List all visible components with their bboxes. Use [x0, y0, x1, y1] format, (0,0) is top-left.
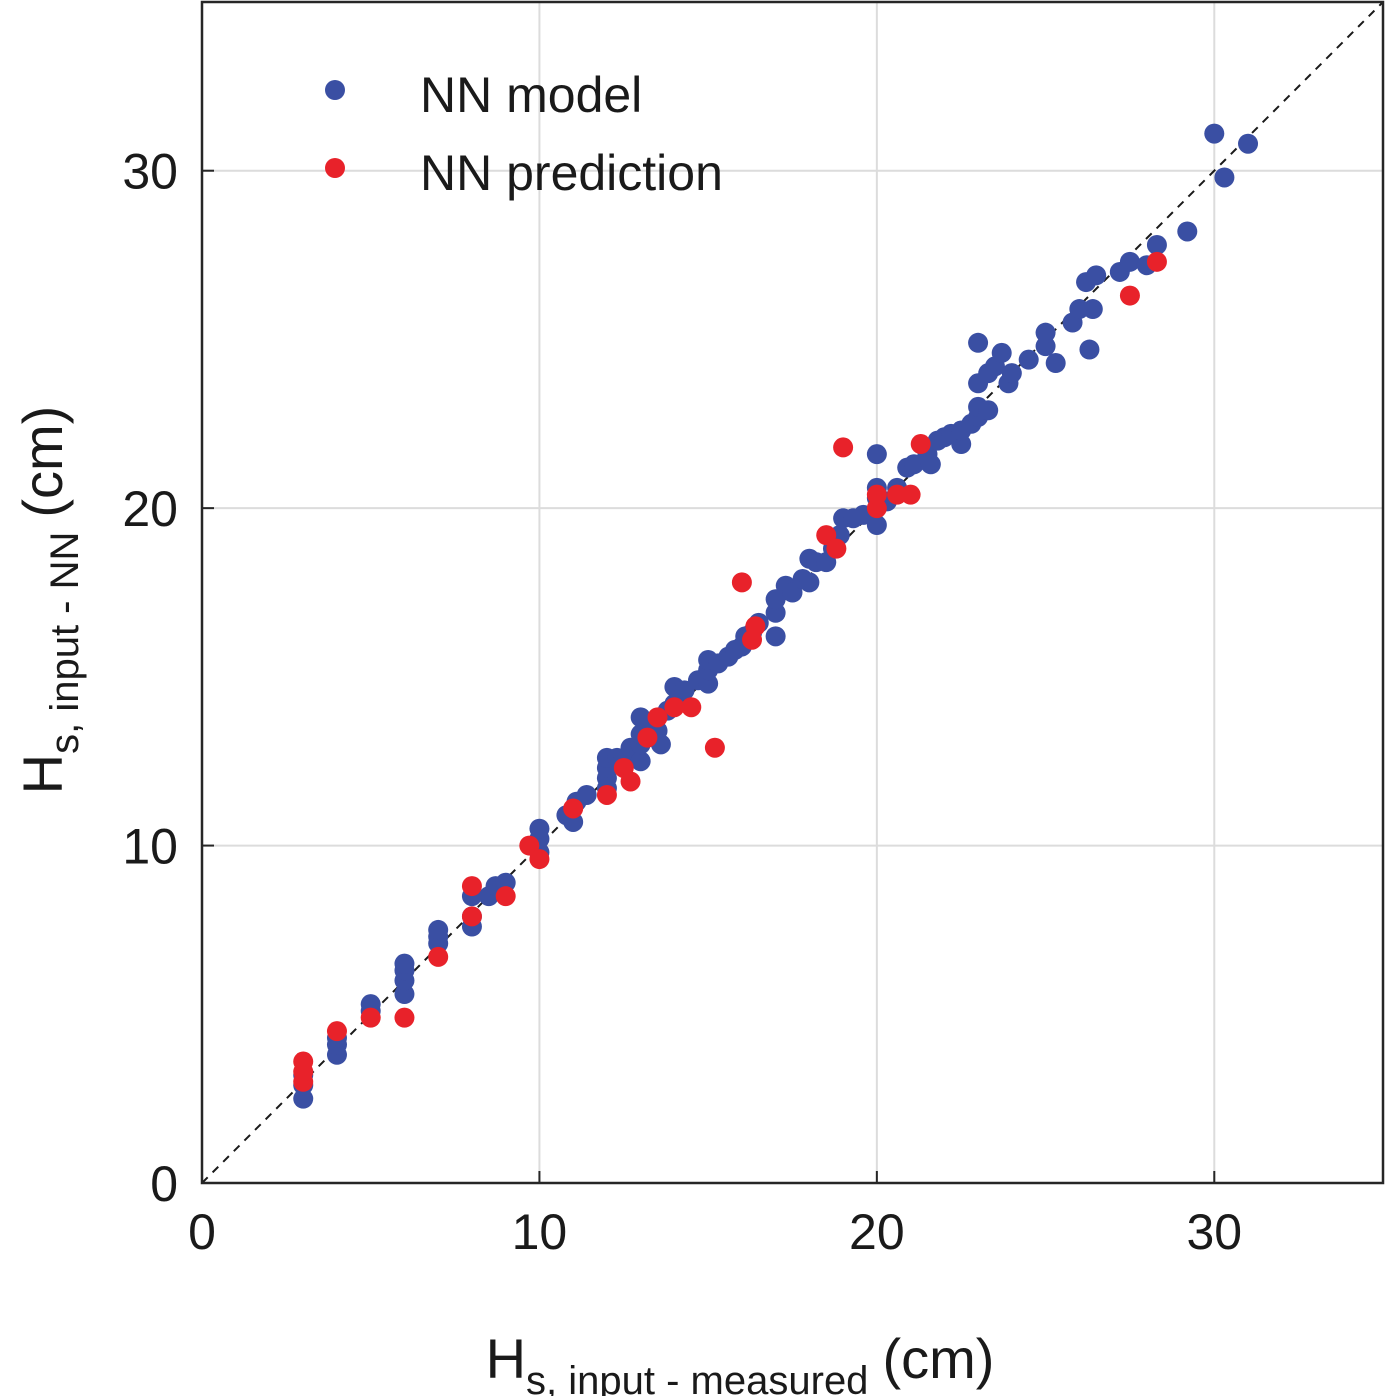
- point-nn-prediction-28: [866, 484, 887, 505]
- point-nn-prediction-30: [900, 484, 921, 505]
- point-nn-model-106: [1082, 299, 1103, 320]
- x-tick-label-30: 30: [1186, 1204, 1242, 1260]
- point-nn-prediction-4: [360, 1007, 381, 1028]
- data-points: [293, 123, 1259, 1109]
- y-axis-label-unit: (cm): [11, 406, 74, 518]
- point-nn-model-72: [866, 515, 887, 536]
- point-nn-prediction-11: [529, 849, 550, 870]
- x-tick-label-20: 20: [849, 1204, 905, 1260]
- point-nn-model-11: [394, 953, 415, 974]
- point-nn-model-113: [1204, 123, 1225, 144]
- legend-label-nn-prediction: NN prediction: [420, 145, 723, 201]
- y-tick-label-10: 10: [122, 819, 178, 875]
- point-nn-model-35: [630, 751, 651, 772]
- point-nn-prediction-16: [637, 727, 658, 748]
- point-nn-model-105: [1079, 339, 1100, 360]
- point-nn-prediction-12: [563, 798, 584, 819]
- point-nn-prediction-8: [461, 876, 482, 897]
- point-nn-prediction-31: [910, 434, 931, 455]
- x-axis-label: Hs, input - measured (cm): [486, 1327, 995, 1396]
- point-nn-prediction-7: [461, 906, 482, 927]
- point-nn-model-81: [920, 454, 941, 475]
- legend: NN model NN prediction: [325, 67, 723, 201]
- x-axis-label-unit: (cm): [882, 1327, 994, 1390]
- y-axis-label-subscript: s, input - NN: [43, 532, 87, 754]
- plot-frame: [200, 0, 1385, 1185]
- point-nn-prediction-13: [596, 784, 617, 805]
- point-nn-prediction-19: [681, 697, 702, 718]
- grid-lines: [202, 2, 1383, 1183]
- point-nn-prediction-26: [833, 437, 854, 458]
- point-nn-model-107: [1086, 265, 1107, 286]
- y-tick-label-0: 0: [150, 1156, 178, 1212]
- point-nn-model-97: [1001, 363, 1022, 384]
- point-nn-prediction-5: [394, 1007, 415, 1028]
- point-nn-prediction-15: [620, 771, 641, 792]
- point-nn-model-114: [1214, 167, 1235, 188]
- point-nn-prediction-32: [1119, 285, 1140, 306]
- point-nn-prediction-25: [826, 538, 847, 559]
- point-nn-model-63: [799, 572, 820, 593]
- point-nn-prediction-21: [731, 572, 752, 593]
- point-nn-model-115: [1238, 133, 1259, 154]
- point-nn-model-57: [765, 626, 786, 647]
- point-nn-model-91: [968, 332, 989, 353]
- legend-marker-nn-model: [325, 80, 345, 100]
- point-nn-model-109: [1119, 251, 1140, 272]
- point-nn-prediction-2: [293, 1051, 314, 1072]
- y-tick-label-30: 30: [122, 144, 178, 200]
- point-nn-model-27: [576, 784, 597, 805]
- legend-marker-nn-prediction: [325, 158, 345, 178]
- y-tick-label-20: 20: [122, 481, 178, 537]
- point-nn-model-101: [1045, 353, 1066, 374]
- point-nn-model-95: [991, 342, 1012, 363]
- point-nn-prediction-23: [745, 616, 766, 637]
- point-nn-model-98: [1018, 349, 1039, 370]
- point-nn-prediction-33: [1146, 251, 1167, 272]
- point-nn-prediction-6: [428, 946, 449, 967]
- point-nn-prediction-17: [647, 707, 668, 728]
- y-axis-label-main: H: [11, 754, 74, 794]
- point-nn-prediction-9: [495, 886, 516, 907]
- point-nn-model-112: [1177, 221, 1198, 242]
- x-tick-label-10: 10: [512, 1204, 568, 1260]
- point-nn-prediction-20: [704, 737, 725, 758]
- y-axis-label: Hs, input - NN (cm): [11, 406, 87, 795]
- point-nn-model-75: [866, 444, 887, 465]
- point-nn-model-100: [1035, 322, 1056, 343]
- point-nn-prediction-18: [664, 697, 685, 718]
- point-nn-prediction-3: [326, 1021, 347, 1042]
- point-nn-model-14: [428, 919, 449, 940]
- point-nn-model-23: [529, 818, 550, 839]
- x-axis-label-main: H: [486, 1327, 526, 1390]
- legend-label-nn-model: NN model: [420, 67, 642, 123]
- point-nn-model-92: [978, 400, 999, 421]
- x-tick-label-0: 0: [188, 1204, 216, 1260]
- point-nn-model-111: [1146, 234, 1167, 255]
- axis-ticks: 0 10 20 30 0 10 20 30: [122, 144, 1242, 1260]
- series-nn-prediction: [293, 251, 1167, 1092]
- x-axis-label-subscript: s, input - measured: [526, 1359, 868, 1396]
